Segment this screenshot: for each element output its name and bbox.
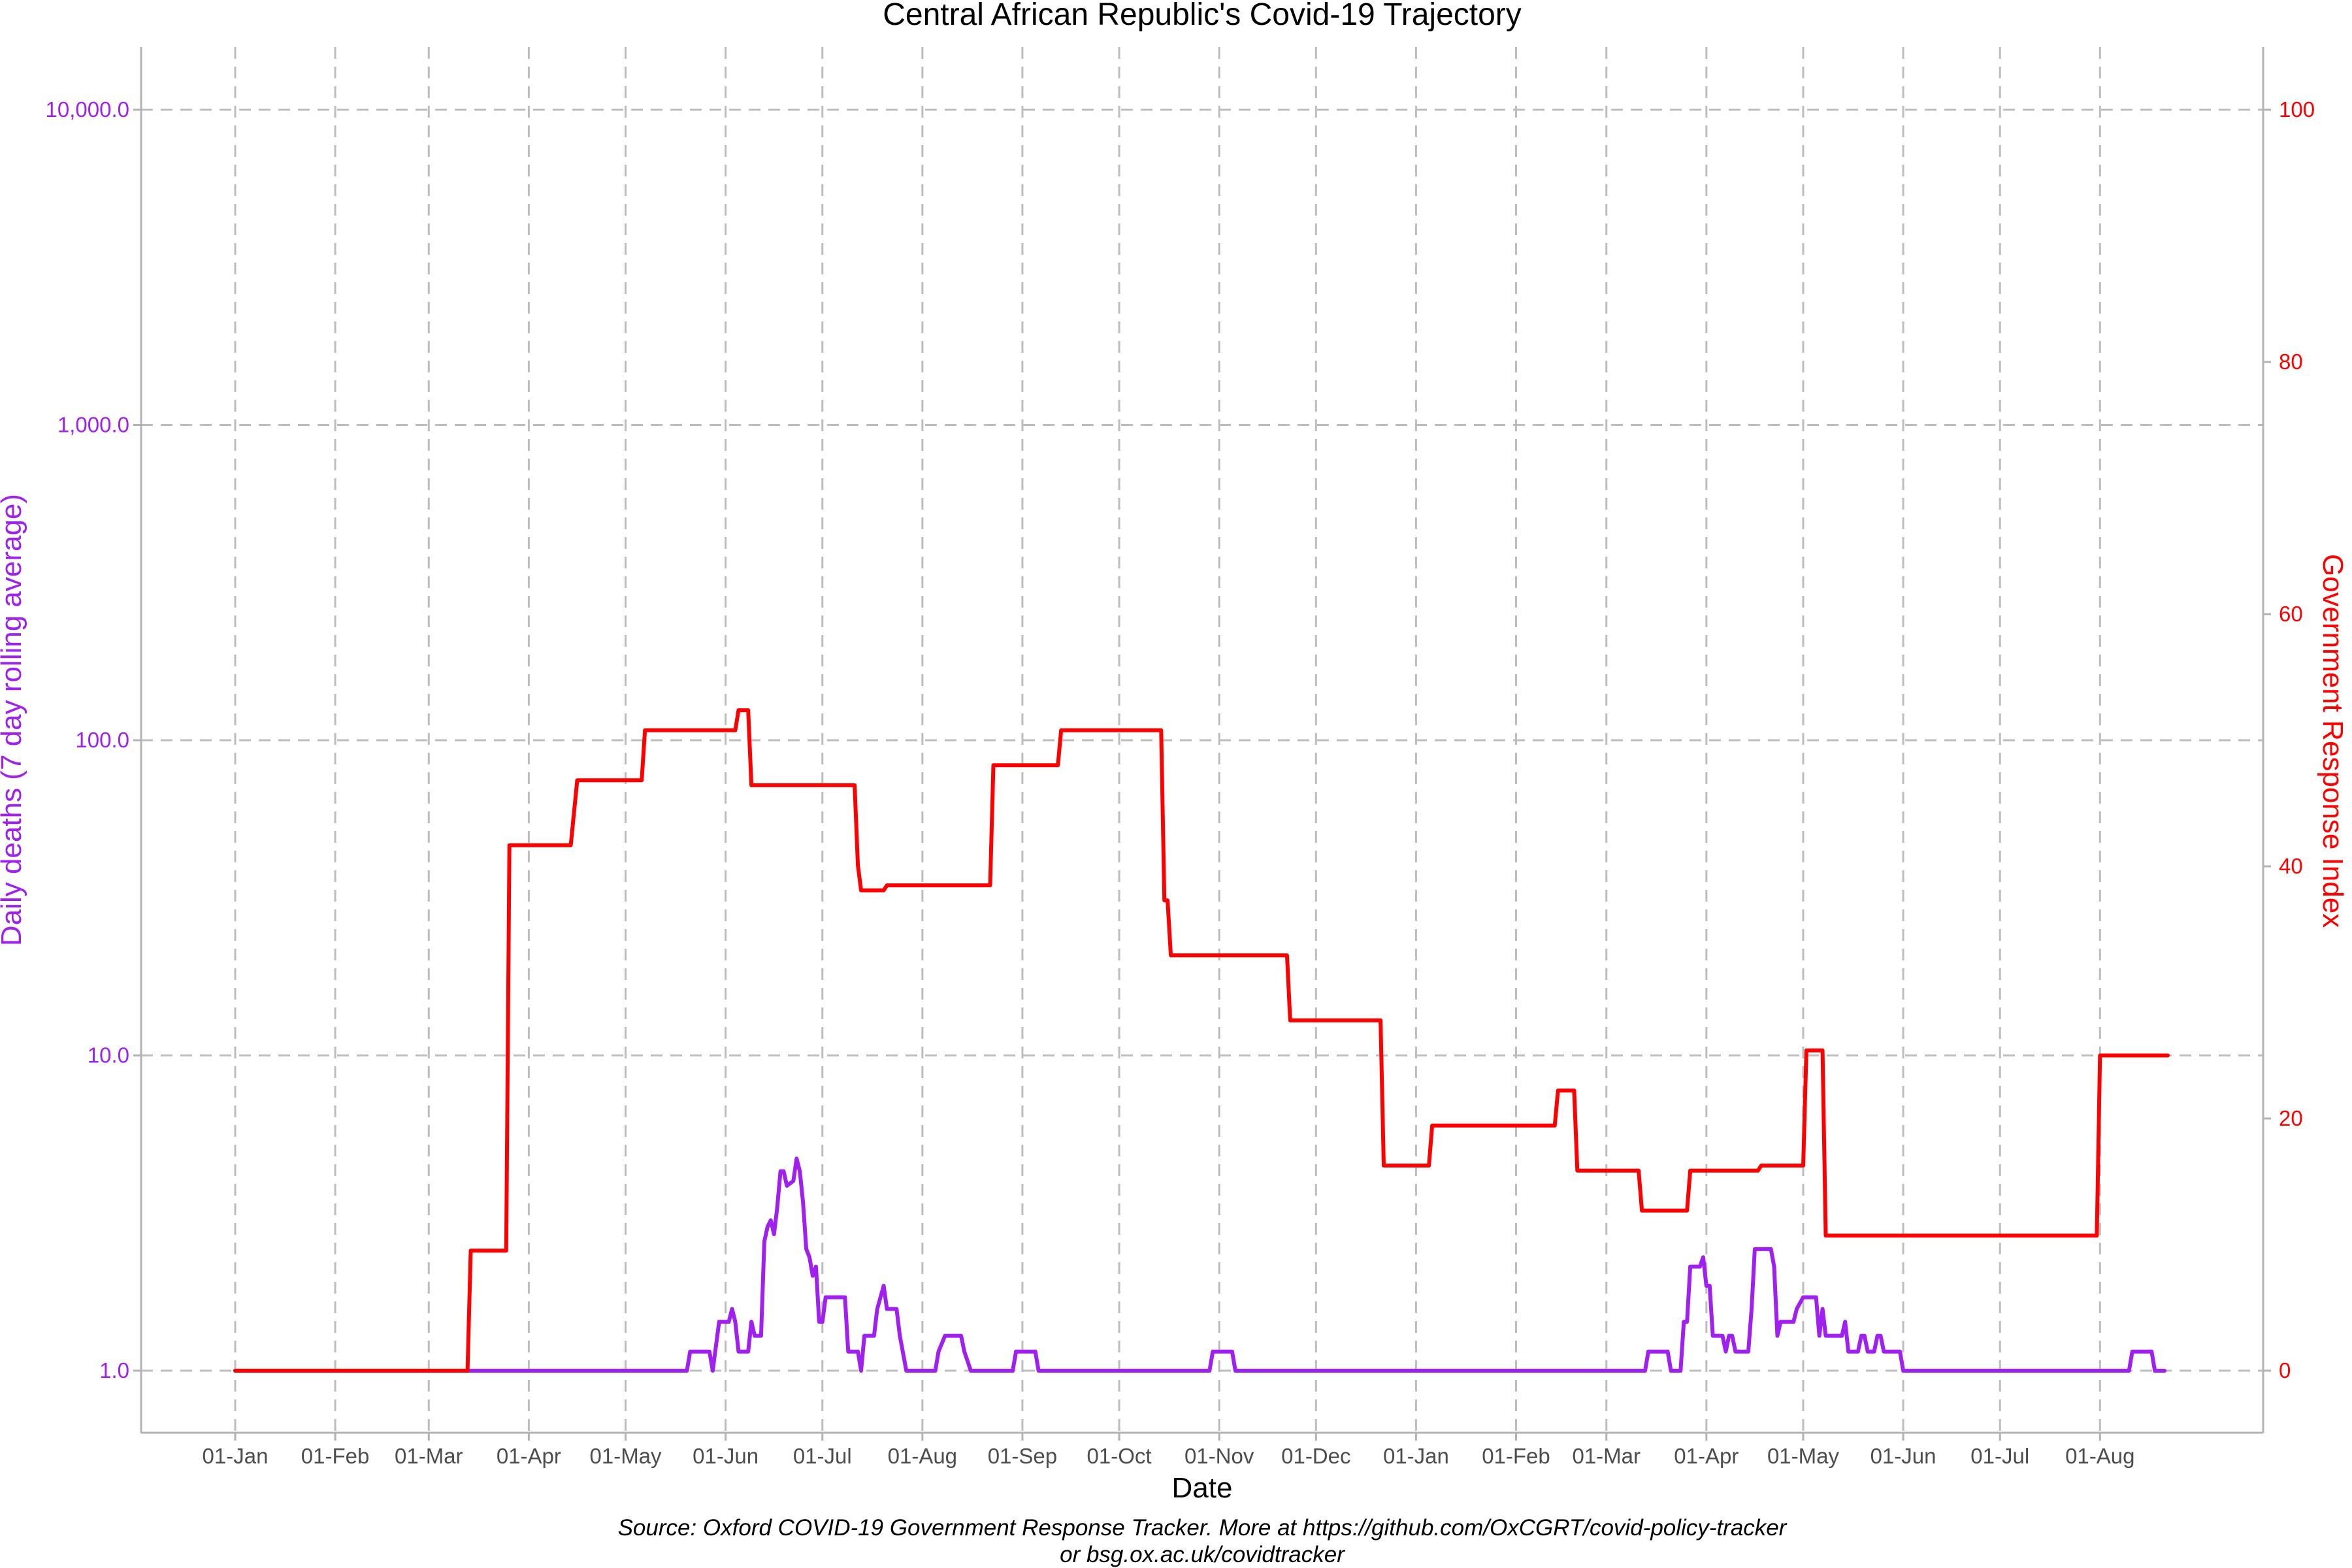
x-tick-label: 01-Mar (1572, 1444, 1641, 1468)
series-line-government-response (233, 708, 2170, 1373)
x-tick-label: 01-Nov (1184, 1444, 1254, 1468)
caption-line-1: Source: Oxford COVID-19 Government Respo… (618, 1515, 1788, 1541)
x-tick-label: 01-Mar (395, 1444, 463, 1468)
x-tick-label: 01-Jul (793, 1444, 852, 1468)
tick-labels: 1.0 10.0 100.0 1,000.0 10,000.0 0 20 40 60 80 100 0… (46, 97, 2315, 1468)
y-right-tick-label: 60 (2279, 602, 2303, 626)
y-left-tick-label: 1.0 (99, 1358, 129, 1382)
x-tick-label: 01-Jul (1970, 1444, 2029, 1468)
series-layer (233, 708, 2170, 1373)
y-right-tick-label: 80 (2279, 350, 2303, 374)
x-tick-label: 01-Apr (497, 1444, 561, 1468)
x-tick-label: 01-Aug (888, 1444, 957, 1468)
y-right-tick-label: 40 (2279, 854, 2303, 878)
y-left-tick-label: 100.0 (75, 728, 129, 752)
x-tick-label: 01-Jun (1870, 1444, 1936, 1468)
y-right-tick-label: 20 (2279, 1106, 2303, 1130)
x-tick-label: 01-Jan (1383, 1444, 1449, 1468)
y-left-tick-label: 10,000.0 (46, 97, 129, 122)
x-tick-label: 01-Feb (1482, 1444, 1550, 1468)
x-tick-label: 01-Oct (1087, 1444, 1152, 1468)
y-axis-right-title: Government Response Index (2317, 554, 2349, 928)
x-tick-label: 01-Dec (1281, 1444, 1350, 1468)
x-tick-label: 01-Aug (2065, 1444, 2134, 1468)
x-tick-label: 01-May (590, 1444, 662, 1468)
y-axis-left-title: Daily deaths (7 day rolling average) (0, 494, 27, 946)
chart-title: Central African Republic's Covid-19 Traj… (883, 0, 1522, 32)
x-tick-label: 01-Apr (1674, 1444, 1739, 1468)
y-left-tick-label: 1,000.0 (57, 413, 129, 437)
x-tick-label: 01-Jun (693, 1444, 759, 1468)
x-tick-label: 01-Feb (301, 1444, 370, 1468)
x-tick-label: 01-Jan (203, 1444, 269, 1468)
caption-line-2: or bsg.ox.ac.uk/covidtracker (1060, 1542, 1345, 1567)
series-line-daily-deaths (233, 1156, 2167, 1373)
x-tick-label: 01-Sep (988, 1444, 1057, 1468)
y-left-tick-label: 10.0 (88, 1043, 129, 1068)
y-right-tick-label: 0 (2279, 1358, 2291, 1382)
x-tick-label: 01-May (1767, 1444, 1840, 1468)
y-right-tick-label: 100 (2279, 97, 2315, 122)
grid-lines (141, 47, 2263, 1433)
x-axis-title: Date (1172, 1472, 1233, 1504)
